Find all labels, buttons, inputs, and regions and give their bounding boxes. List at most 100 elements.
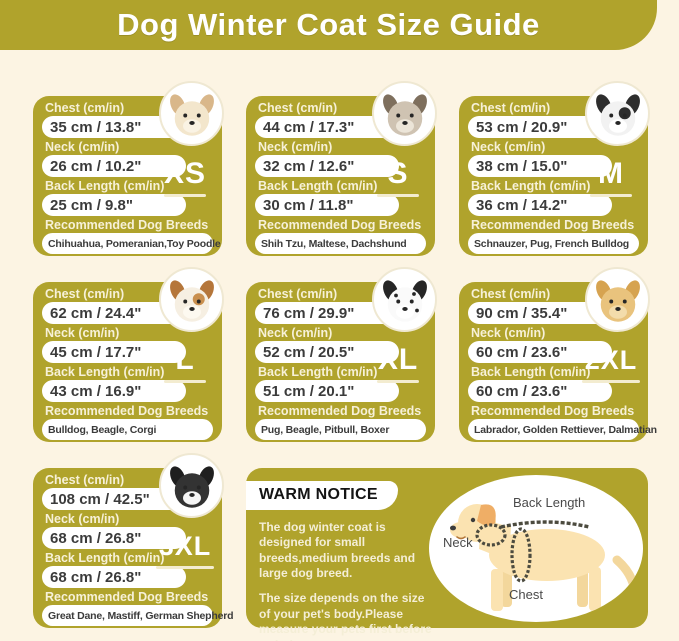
- dog-face-icon: [169, 465, 214, 508]
- back-length-value: 68 cm / 26.8": [42, 566, 186, 588]
- neck-value: 38 cm / 15.0": [468, 155, 612, 177]
- size-card-xl: Chest (cm/in) 76 cm / 29.9" Neck (cm/in)…: [246, 267, 437, 442]
- beagle-photo: [159, 267, 224, 332]
- neck-label: Neck (cm/in): [45, 140, 120, 154]
- breeds-value: Pug, Beagle, Pitbull, Boxer: [255, 419, 426, 440]
- size-letter: 2XL: [584, 345, 638, 375]
- size-tag-s: S: [365, 158, 431, 197]
- back-length-value: 36 cm / 14.2": [468, 194, 612, 216]
- back-length-label: Back Length (cm/in): [45, 551, 165, 565]
- chest-value: 62 cm / 24.4": [42, 302, 186, 324]
- size-underline: [164, 380, 206, 383]
- size-underline: [582, 380, 640, 383]
- dog-face-icon: [169, 93, 214, 136]
- measurement-diagram: Back Length Neck Chest: [429, 475, 643, 622]
- chest-label: Chest (cm/in): [258, 287, 338, 301]
- back-length-label: Back Length (cm/in): [258, 365, 378, 379]
- chest-label: Chest (cm/in): [45, 101, 125, 115]
- chest-value: 44 cm / 17.3": [255, 116, 399, 138]
- title-banner: Dog Winter Coat Size Guide: [0, 0, 657, 50]
- dog-measurement-illustration: Back Length Neck Chest: [443, 495, 640, 611]
- breeds-value: Great Dane, Mastiff, German Shepherd: [42, 605, 234, 626]
- warm-notice-text: The dog winter coat is designed for smal…: [259, 520, 439, 641]
- neck-label: Neck (cm/in): [45, 512, 120, 526]
- border-collie-photo: [159, 453, 224, 518]
- size-tag-l: L: [152, 344, 218, 383]
- back-length-label: Back Length (cm/in): [258, 179, 378, 193]
- size-letter: L: [175, 343, 195, 376]
- neck-label: Neck (cm/in): [471, 326, 546, 340]
- neck-value: 60 cm / 23.6": [468, 341, 612, 363]
- back-length-value: 60 cm / 23.6": [468, 380, 612, 402]
- breeds-value: Bulldog, Beagle, Corgi: [42, 419, 213, 440]
- size-card-xs: Chest (cm/in) 35 cm / 13.8" Neck (cm/in)…: [33, 81, 224, 256]
- notice-paragraph-2: The size depends on the size of your pet…: [259, 591, 432, 641]
- golden-retriever-photo: [585, 267, 650, 332]
- size-card-m: Chest (cm/in) 53 cm / 20.9" Neck (cm/in)…: [459, 81, 650, 256]
- size-card-3xl: Chest (cm/in) 108 cm / 42.5" Neck (cm/in…: [33, 453, 234, 628]
- back-length-label: Back Length (cm/in): [45, 365, 165, 379]
- size-tag-m: M: [578, 158, 644, 197]
- dog-face-icon: [595, 279, 640, 322]
- size-card-l: Chest (cm/in) 62 cm / 24.4" Neck (cm/in)…: [33, 267, 224, 442]
- size-letter: 3XL: [158, 531, 212, 561]
- neck-value: 52 cm / 20.5": [255, 341, 399, 363]
- size-tag-xs: XS: [152, 158, 218, 197]
- page-title: Dog Winter Coat Size Guide: [117, 7, 540, 42]
- neck-label: Neck (cm/in): [258, 326, 333, 340]
- chest-value: 90 cm / 35.4": [468, 302, 612, 324]
- chest-value: 108 cm / 42.5": [42, 488, 186, 510]
- size-underline: [377, 194, 419, 197]
- size-tag-3xl: 3XL: [152, 530, 218, 569]
- back-length-value: 25 cm / 9.8": [42, 194, 186, 216]
- breeds-label: Recommended Dog Breeds: [471, 218, 635, 232]
- back-length-label: Back Length (cm/in): [45, 179, 165, 193]
- breeds-label: Recommended Dog Breeds: [471, 404, 635, 418]
- breeds-label: Recommended Dog Breeds: [258, 218, 422, 232]
- dog-face-icon: [169, 279, 214, 322]
- measure-lines: [475, 520, 590, 583]
- chest-label: Chest (cm/in): [471, 287, 551, 301]
- size-card-s: Chest (cm/in) 44 cm / 17.3" Neck (cm/in)…: [246, 81, 437, 256]
- size-underline: [164, 194, 206, 197]
- size-underline: [156, 566, 214, 569]
- breeds-value: Labrador, Golden Rettiever, Dalmatian: [468, 419, 657, 440]
- chest-value: 35 cm / 13.8": [42, 116, 186, 138]
- breeds-label: Recommended Dog Breeds: [45, 218, 209, 232]
- size-letter: M: [598, 157, 624, 190]
- chest-value: 53 cm / 20.9": [468, 116, 612, 138]
- size-underline: [377, 380, 419, 383]
- chest-label: Chest (cm/in): [471, 101, 551, 115]
- neck-value: 45 cm / 17.7": [42, 341, 186, 363]
- notice-paragraph-1: The dog winter coat is designed for smal…: [259, 520, 416, 581]
- breeds-value: Chihuahua, Pomeranian,Toy Poodle: [42, 233, 221, 254]
- breeds-value: Schnauzer, Pug, French Bulldog: [468, 233, 639, 254]
- dalmatian-photo: [372, 267, 437, 332]
- breeds-label: Recommended Dog Breeds: [45, 590, 209, 604]
- shih-tzu-photo: [372, 81, 437, 146]
- breeds-label: Recommended Dog Breeds: [258, 404, 422, 418]
- diagram-back-length-label: Back Length: [513, 495, 585, 510]
- size-letter: XS: [163, 157, 207, 190]
- neck-value: 32 cm / 12.6": [255, 155, 399, 177]
- chest-label: Chest (cm/in): [258, 101, 338, 115]
- diagram-chest-label: Chest: [509, 587, 543, 602]
- neck-label: Neck (cm/in): [258, 140, 333, 154]
- chest-label: Chest (cm/in): [45, 473, 125, 487]
- size-underline: [590, 194, 632, 197]
- size-letter: S: [387, 157, 409, 190]
- size-tag-2xl: 2XL: [578, 344, 644, 383]
- neck-label: Neck (cm/in): [471, 140, 546, 154]
- size-tag-xl: XL: [365, 344, 431, 383]
- warm-notice-card: WARM NOTICE The dog winter coat is desig…: [246, 468, 648, 641]
- neck-value: 26 cm / 10.2": [42, 155, 186, 177]
- diagram-neck-label: Neck: [443, 535, 473, 550]
- dog-face-icon: [382, 93, 427, 136]
- chest-label: Chest (cm/in): [45, 287, 125, 301]
- chest-value: 76 cm / 29.9": [255, 302, 399, 324]
- breeds-value: Shih Tzu, Maltese, Dachshund: [255, 233, 426, 254]
- size-letter: XL: [377, 343, 419, 376]
- back-length-value: 30 cm / 11.8": [255, 194, 399, 216]
- boston-terrier-photo: [585, 81, 650, 146]
